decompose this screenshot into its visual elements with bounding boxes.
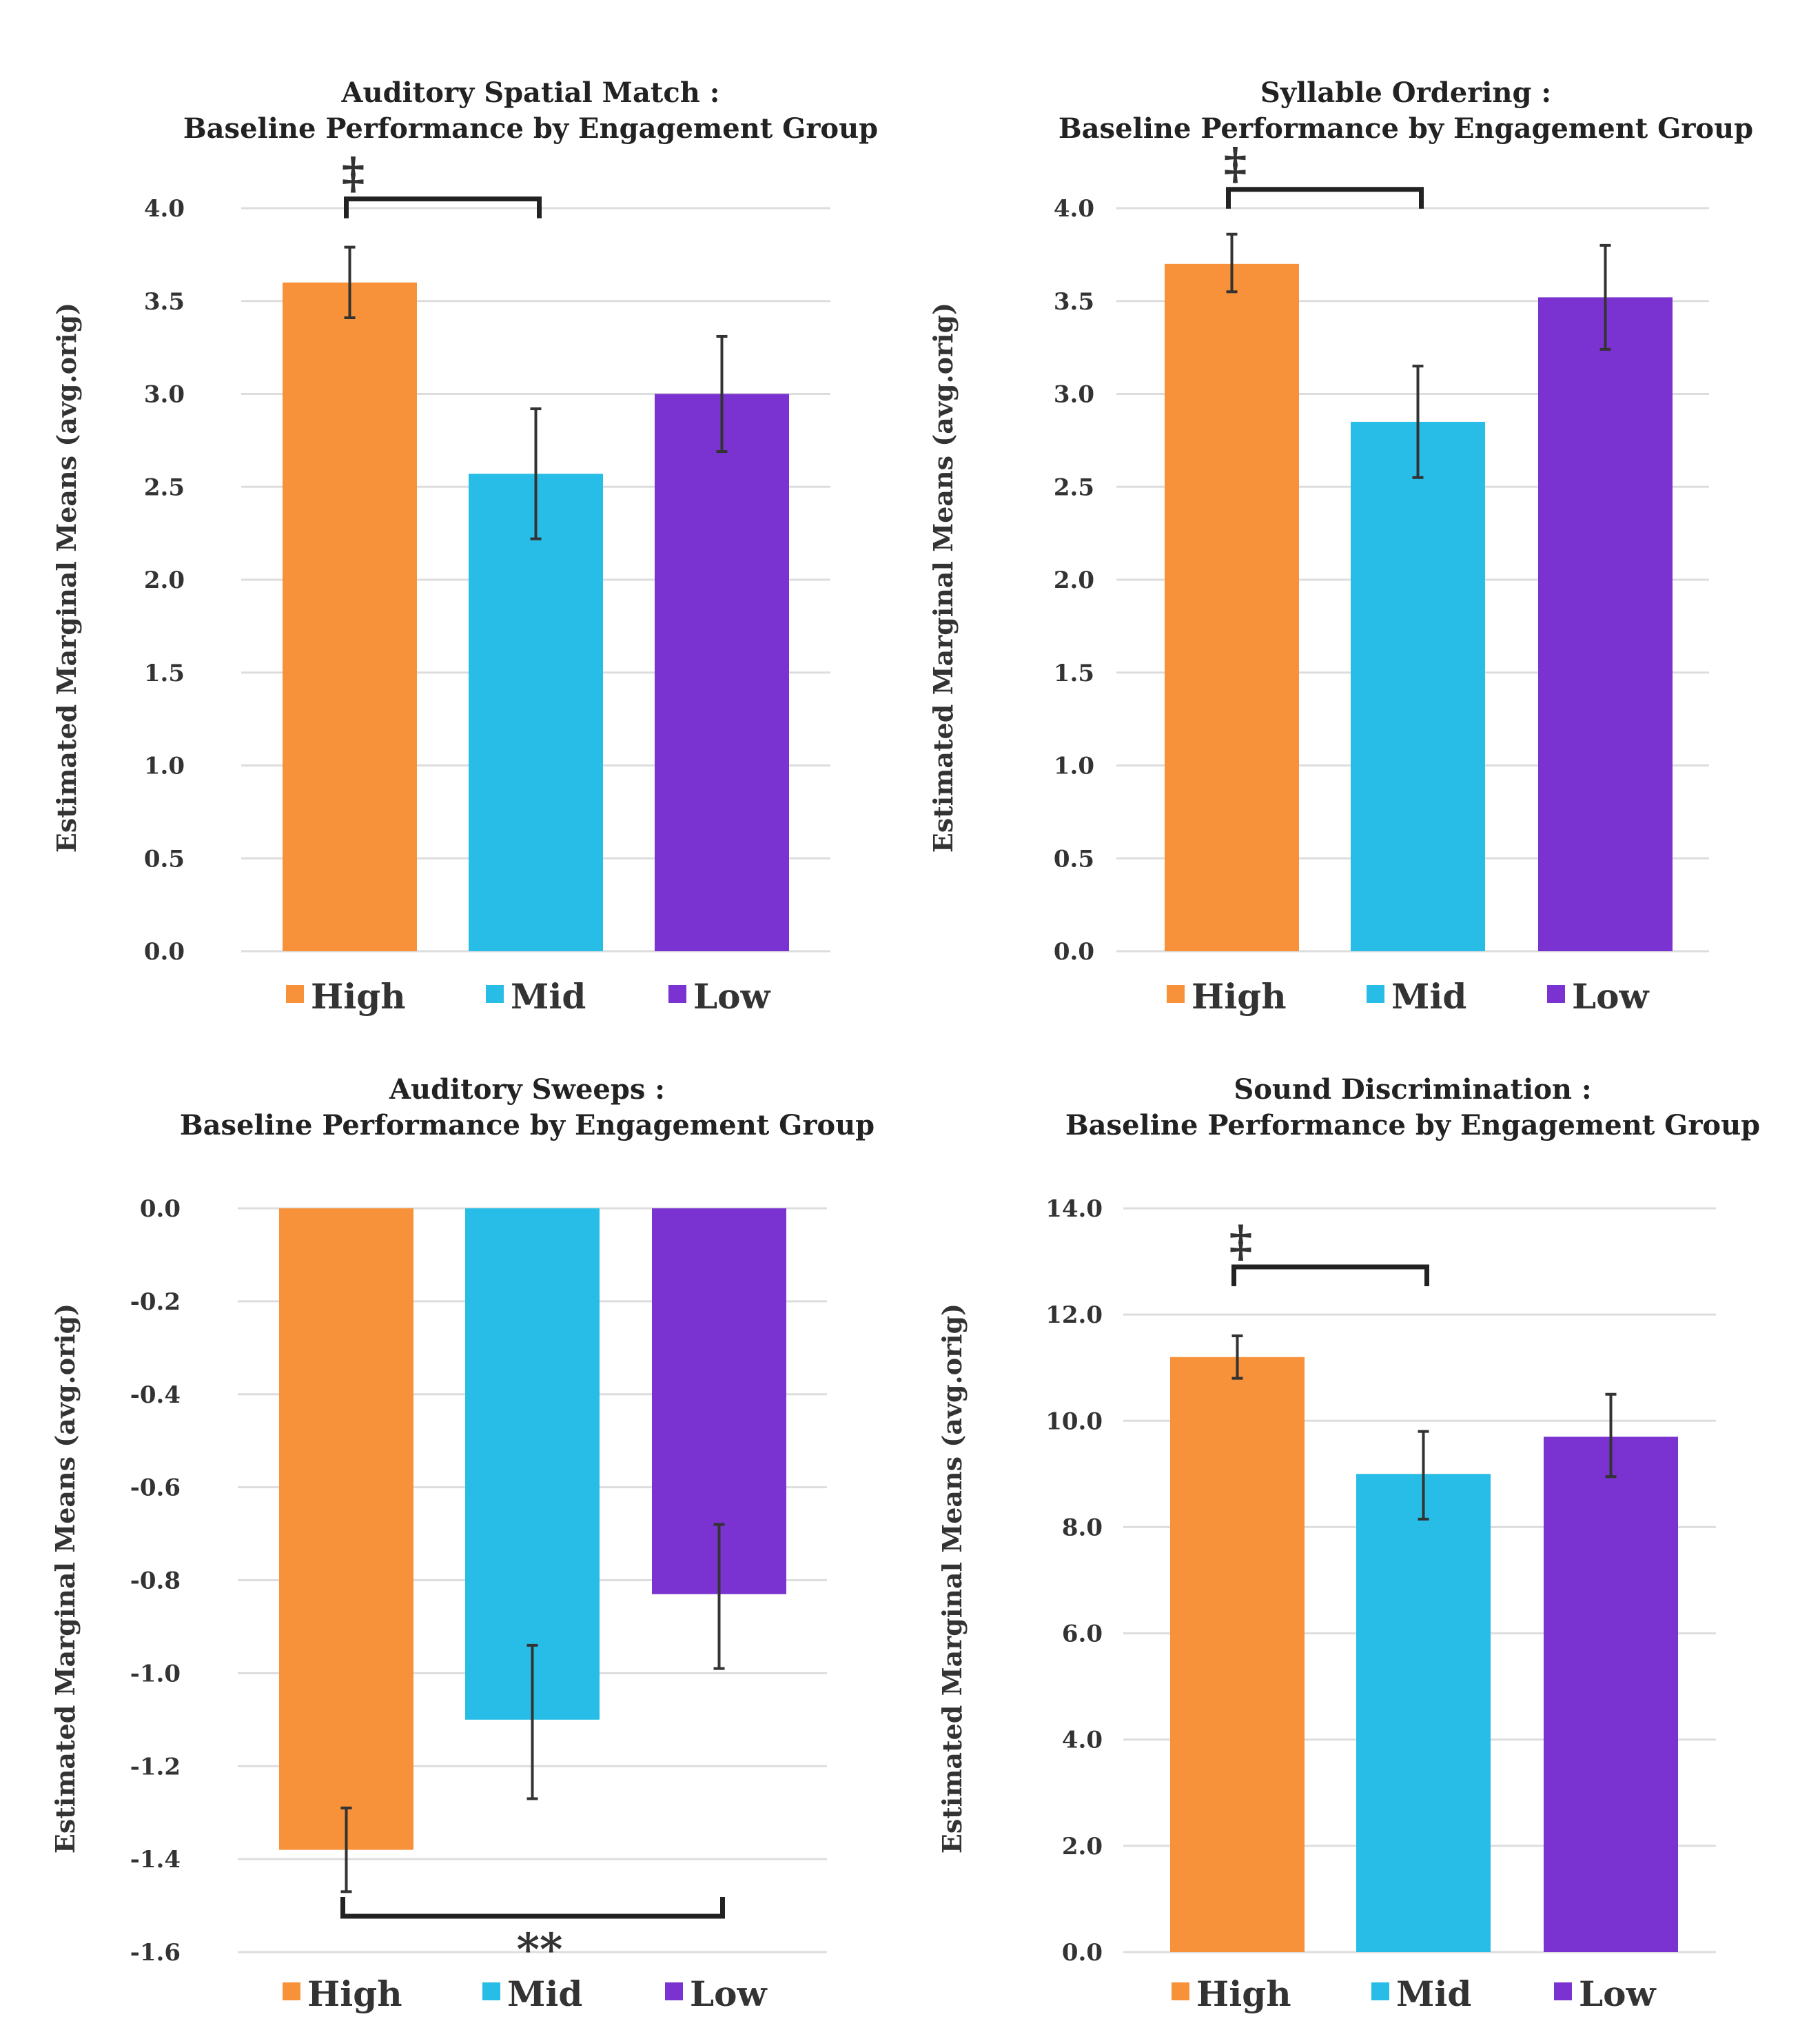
chart-3-title-line-1: Auditory Sweeps : xyxy=(389,1073,665,1106)
chart-2-y-tick-label: 4.0 xyxy=(1054,195,1094,223)
chart-1-legend-label-high: High xyxy=(311,976,406,1017)
chart-2-y-tick-label: 3.0 xyxy=(1054,381,1094,409)
chart-4-legend-swatch-mid xyxy=(1371,1982,1389,2000)
chart-3-y-tick-label: 0.0 xyxy=(140,1195,181,1223)
chart-3-y-tick-label: -1.4 xyxy=(130,1846,181,1874)
chart-2-y-tick-label: 2.0 xyxy=(1054,567,1094,594)
chart-3-legend-label-high: High xyxy=(307,1973,402,2014)
chart-1-legend-swatch-low xyxy=(668,985,686,1003)
chart-1-bar-high xyxy=(283,282,417,951)
chart-4-y-tick-label: 12.0 xyxy=(1045,1301,1103,1329)
chart-4-y-axis-label: Estimated Marginal Means (avg.orig) xyxy=(937,1303,968,1854)
chart-2-y-tick-label: 1.5 xyxy=(1054,660,1094,687)
chart-1-legend-swatch-mid xyxy=(486,985,504,1003)
chart-1-legend-label-low: Low xyxy=(693,976,772,1017)
chart-2-y-tick-label: 1.0 xyxy=(1054,753,1094,780)
chart-3-y-tick-label: -1.0 xyxy=(130,1660,181,1687)
chart-3-y-axis-label: Estimated Marginal Means (avg.orig) xyxy=(50,1303,81,1854)
chart-1-y-tick-label: 1.0 xyxy=(144,753,185,780)
chart-1-y-tick-label: 3.0 xyxy=(144,381,185,409)
chart-2-legend-swatch-low xyxy=(1547,985,1565,1003)
chart-1-legend-swatch-high xyxy=(286,985,304,1003)
chart-3-legend-label-low: Low xyxy=(690,1973,768,2014)
chart-2-legend-label-mid: Mid xyxy=(1391,976,1466,1017)
chart-4-significance-marker: ‡ xyxy=(1229,1216,1252,1268)
chart-2-legend-swatch-high xyxy=(1167,985,1185,1003)
chart-1-y-tick-label: 2.0 xyxy=(144,567,185,594)
chart-2-title-line-1: Syllable Ordering : xyxy=(1260,77,1551,109)
chart-1-significance-bracket xyxy=(344,196,542,219)
chart-4-bar-high xyxy=(1170,1357,1305,1952)
chart-4-y-tick-label: 2.0 xyxy=(1062,1833,1103,1860)
chart-4-legend-swatch-high xyxy=(1172,1982,1189,2000)
chart-1-y-tick-label: 3.5 xyxy=(144,288,185,316)
chart-3-y-tick-label: -0.8 xyxy=(130,1567,181,1595)
chart-3-y-tick-label: -1.2 xyxy=(130,1753,181,1780)
chart-4-y-tick-label: 14.0 xyxy=(1045,1195,1103,1223)
chart-2-y-tick-label: 2.5 xyxy=(1054,474,1094,501)
chart-2-bar-high xyxy=(1165,263,1299,952)
chart-1-title-line-2: Baseline Performance by Engagement Group xyxy=(183,112,878,145)
chart-4-bar-low xyxy=(1544,1436,1678,1952)
chart-1-y-tick-label: 2.5 xyxy=(144,474,185,501)
chart-4-legend-label-high: High xyxy=(1196,1973,1291,2014)
chart-1-bar-low xyxy=(655,394,789,951)
chart-3-legend-swatch-mid xyxy=(482,1982,500,2000)
chart-4-legend-swatch-low xyxy=(1554,1982,1572,2000)
chart-1-legend-label-mid: Mid xyxy=(511,976,586,1017)
chart-1-y-tick-label: 1.5 xyxy=(144,660,185,687)
chart-4-y-tick-label: 10.0 xyxy=(1045,1408,1103,1435)
chart-4-y-tick-label: 8.0 xyxy=(1062,1514,1103,1541)
chart-1-significance-marker: ‡ xyxy=(342,148,365,200)
chart-2-bar-mid xyxy=(1351,421,1485,951)
chart-4-y-tick-label: 0.0 xyxy=(1062,1939,1103,1967)
chart-1-y-tick-label: 0.0 xyxy=(144,938,185,966)
chart-2-y-axis-label: Estimated Marginal Means (avg.orig) xyxy=(928,303,959,853)
chart-2-y-tick-label: 0.5 xyxy=(1054,845,1094,873)
chart-3-legend-swatch-low xyxy=(665,1982,683,2000)
chart-2-legend-label-high: High xyxy=(1192,976,1287,1017)
chart-3-y-tick-label: -1.6 xyxy=(130,1939,181,1967)
chart-1-y-tick-label: 0.5 xyxy=(144,845,185,873)
chart-3-significance-marker: ** xyxy=(517,1924,563,1976)
chart-3-title-line-2: Baseline Performance by Engagement Group xyxy=(180,1109,875,1141)
chart-4-bar-mid xyxy=(1356,1474,1491,1952)
chart-2-title-line-2: Baseline Performance by Engagement Group xyxy=(1059,112,1753,145)
chart-2-y-tick-label: 0.0 xyxy=(1054,938,1094,966)
chart-1-bar-mid xyxy=(469,474,603,951)
chart-1-y-axis-label: Estimated Marginal Means (avg.orig) xyxy=(51,303,82,853)
chart-4-legend-label-mid: Mid xyxy=(1396,1973,1471,2014)
chart-3-bar-high xyxy=(279,1208,413,1850)
chart-1-y-tick-label: 4.0 xyxy=(144,195,185,223)
chart-4-significance-bracket xyxy=(1231,1264,1429,1286)
chart-3-bar-mid xyxy=(465,1208,600,1720)
chart-3-legend-label-mid: Mid xyxy=(507,1973,582,2014)
chart-3-significance-bracket xyxy=(340,1897,725,1919)
chart-4-y-tick-label: 4.0 xyxy=(1062,1727,1103,1754)
chart-2-legend-swatch-mid xyxy=(1367,985,1384,1003)
chart-2-bar-low xyxy=(1538,297,1673,951)
chart-3-y-tick-label: -0.4 xyxy=(130,1381,181,1409)
chart-4-title-line-2: Baseline Performance by Engagement Group xyxy=(1065,1109,1760,1141)
chart-2-significance-bracket xyxy=(1226,187,1424,209)
chart-4-title-line-1: Sound Discrimination : xyxy=(1234,1073,1591,1106)
chart-3-legend-swatch-high xyxy=(283,1982,300,2000)
chart-3-y-tick-label: -0.2 xyxy=(130,1288,181,1316)
chart-2-y-tick-label: 3.5 xyxy=(1054,288,1094,316)
chart-4-y-tick-label: 6.0 xyxy=(1062,1621,1103,1648)
chart-1-title-line-1: Auditory Spatial Match : xyxy=(341,77,720,109)
chart-4-legend-label-low: Low xyxy=(1579,1973,1657,2014)
chart-3-y-tick-label: -0.6 xyxy=(130,1474,181,1502)
chart-2-significance-marker: ‡ xyxy=(1224,139,1247,190)
chart-2-legend-label-low: Low xyxy=(1572,976,1650,1017)
